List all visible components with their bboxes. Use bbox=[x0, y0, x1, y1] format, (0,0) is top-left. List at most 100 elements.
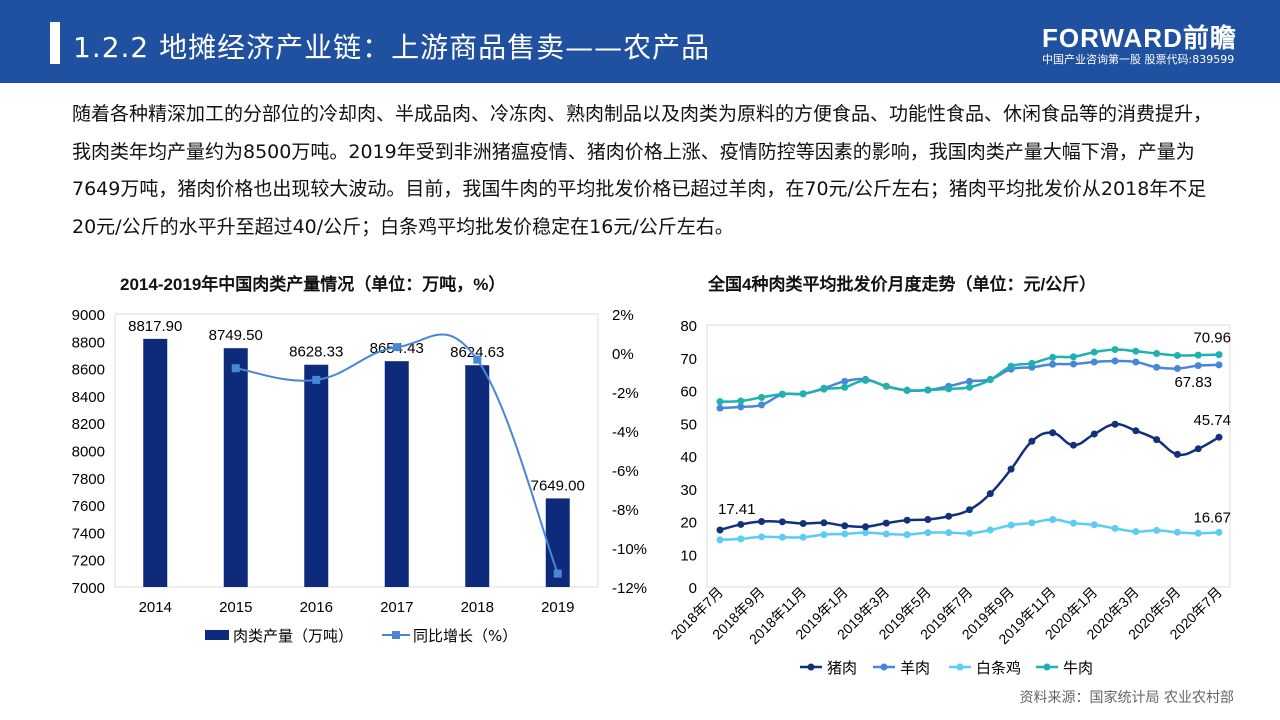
y-tick-label: 7400 bbox=[72, 525, 105, 542]
y-tick-label: 80 bbox=[680, 318, 697, 335]
y2-tick-label: -6% bbox=[612, 463, 639, 480]
legend-marker bbox=[1043, 663, 1051, 671]
series-marker bbox=[1194, 362, 1202, 370]
bar-data-label: 8628.33 bbox=[289, 344, 343, 361]
series-marker bbox=[778, 533, 786, 541]
header-bar bbox=[0, 0, 1280, 83]
series-marker bbox=[1173, 450, 1181, 458]
series-marker bbox=[986, 490, 994, 498]
series-marker bbox=[903, 531, 911, 539]
series-marker bbox=[1111, 357, 1119, 365]
series-marker bbox=[1069, 519, 1077, 527]
series-marker bbox=[841, 377, 849, 385]
data-label: 70.96 bbox=[1193, 330, 1231, 347]
legend-label: 猪肉 bbox=[827, 659, 857, 677]
series-marker bbox=[1007, 521, 1015, 529]
series-marker bbox=[1007, 465, 1015, 473]
series-marker bbox=[841, 383, 849, 391]
series-marker bbox=[1007, 362, 1015, 370]
series-marker bbox=[966, 383, 973, 391]
data-label: 45.74 bbox=[1193, 412, 1231, 429]
x-tick-label: 2019 bbox=[541, 599, 574, 616]
series-marker bbox=[758, 401, 766, 409]
series-marker bbox=[1049, 429, 1057, 437]
bar bbox=[223, 348, 248, 587]
series-marker bbox=[716, 536, 724, 544]
legend-marker bbox=[392, 631, 400, 639]
growth-marker bbox=[312, 375, 321, 384]
series-marker bbox=[945, 529, 953, 537]
series-marker bbox=[1049, 353, 1057, 361]
y-tick-label: 7800 bbox=[72, 471, 105, 488]
legend-label: 肉类产量（万吨） bbox=[233, 627, 353, 645]
series-marker bbox=[1111, 346, 1119, 354]
series-marker bbox=[862, 523, 870, 531]
series-marker bbox=[1173, 365, 1181, 373]
series-marker bbox=[1028, 519, 1036, 527]
forward-logo: FORWARD前瞻 bbox=[1042, 23, 1237, 53]
series-marker bbox=[820, 519, 828, 527]
y2-tick-label: -4% bbox=[612, 424, 639, 441]
series-marker bbox=[737, 397, 745, 405]
bar bbox=[143, 338, 168, 587]
title-accent-bar bbox=[50, 22, 60, 64]
series-marker bbox=[882, 519, 890, 527]
series-marker bbox=[1153, 363, 1161, 371]
series-marker bbox=[924, 386, 932, 394]
series-marker bbox=[1153, 436, 1161, 444]
y-tick-label: 30 bbox=[680, 482, 697, 499]
series-line-猪肉 bbox=[719, 422, 1220, 532]
legend-label: 牛肉 bbox=[1063, 659, 1093, 677]
series-marker bbox=[1069, 353, 1077, 361]
series-marker bbox=[903, 516, 911, 524]
series-marker bbox=[1132, 427, 1140, 435]
y-tick-label: 8200 bbox=[72, 416, 105, 433]
series-marker bbox=[1215, 351, 1223, 359]
y-tick-label: 0 bbox=[689, 580, 697, 597]
series-marker bbox=[1132, 358, 1140, 366]
series-marker bbox=[737, 403, 745, 411]
series-marker bbox=[737, 535, 745, 543]
legend-bar-swatch bbox=[205, 630, 229, 640]
series-marker bbox=[945, 385, 953, 393]
series-marker bbox=[945, 512, 953, 520]
series-marker bbox=[799, 390, 807, 398]
series-marker bbox=[1069, 360, 1077, 368]
series-marker bbox=[1132, 347, 1140, 355]
series-marker bbox=[986, 376, 994, 384]
bar bbox=[384, 361, 409, 587]
growth-marker bbox=[392, 343, 401, 352]
x-tick-label: 2015 bbox=[219, 599, 252, 616]
y-tick-label: 7000 bbox=[72, 580, 105, 597]
series-marker bbox=[799, 519, 807, 527]
series-marker bbox=[1173, 528, 1181, 536]
series-marker bbox=[716, 526, 724, 534]
series-marker bbox=[758, 393, 766, 401]
series-marker bbox=[1132, 528, 1140, 536]
legend-marker bbox=[807, 663, 815, 671]
growth-line bbox=[235, 333, 559, 574]
series-marker bbox=[1090, 521, 1098, 529]
bar bbox=[465, 365, 490, 587]
y-tick-label: 50 bbox=[680, 416, 697, 433]
series-marker bbox=[1194, 445, 1202, 453]
series-marker bbox=[820, 531, 828, 539]
series-marker bbox=[862, 376, 870, 384]
bar-data-label: 8817.90 bbox=[128, 318, 182, 335]
series-marker bbox=[1215, 361, 1223, 369]
series-marker bbox=[966, 506, 973, 514]
legend-label: 白条鸡 bbox=[976, 659, 1021, 677]
series-marker bbox=[716, 398, 724, 406]
data-label: 17.41 bbox=[718, 501, 756, 518]
series-marker bbox=[862, 529, 870, 537]
series-marker bbox=[966, 529, 973, 537]
series-marker bbox=[778, 518, 786, 526]
plot-area bbox=[114, 313, 599, 588]
series-marker bbox=[737, 520, 745, 528]
series-marker bbox=[1215, 433, 1223, 441]
y-tick-label: 10 bbox=[680, 547, 697, 564]
series-marker bbox=[1173, 351, 1181, 359]
y-tick-label: 8400 bbox=[72, 389, 105, 406]
series-marker bbox=[778, 390, 786, 398]
series-marker bbox=[799, 533, 807, 541]
